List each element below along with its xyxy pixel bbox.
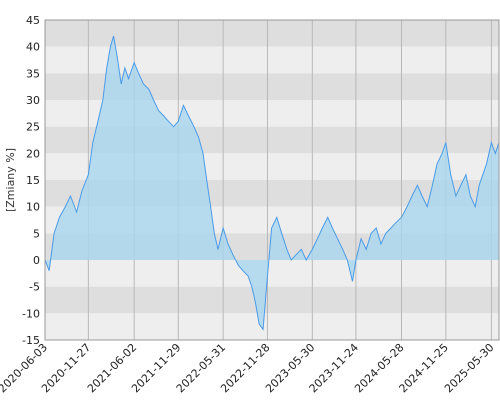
plot-border xyxy=(44,19,500,341)
grid-band xyxy=(45,46,499,74)
x-tick-label: 2025-05-30 xyxy=(442,341,496,395)
series-area xyxy=(45,36,499,330)
y-tick-label: 15 xyxy=(26,174,40,187)
y-tick-label: -10 xyxy=(22,307,40,320)
y-tick-label: 10 xyxy=(26,201,40,214)
y-axis-ticks: 45 40 35 30 25 20 15 10 5 0 -5 -10 -15 xyxy=(22,14,40,347)
grid-band xyxy=(45,286,499,314)
y-tick-label: 45 xyxy=(26,14,40,27)
y-tick-label: 20 xyxy=(26,147,40,160)
y-tick-label: 25 xyxy=(26,121,40,134)
y-tick-label: -5 xyxy=(29,281,40,294)
y-tick-label: 5 xyxy=(33,227,40,240)
series-area-fill xyxy=(45,36,499,330)
x-axis-ticks: 2020-06-032020-11-272021-06-022021-11-29… xyxy=(0,341,497,395)
grid-band xyxy=(45,313,499,340)
y-tick-label: -15 xyxy=(22,334,40,347)
y-tick-label: 0 xyxy=(33,254,40,267)
grid-band xyxy=(45,260,499,287)
series-line xyxy=(44,35,500,331)
plot-frame xyxy=(44,19,500,341)
y-tick-label: 40 xyxy=(26,41,40,54)
grid-band xyxy=(45,20,499,47)
y-tick-label: 30 xyxy=(26,94,40,107)
series-line-group xyxy=(44,35,500,331)
y-axis-label: [Zmiany %] xyxy=(4,148,17,212)
y-tick-label: 35 xyxy=(26,67,40,80)
